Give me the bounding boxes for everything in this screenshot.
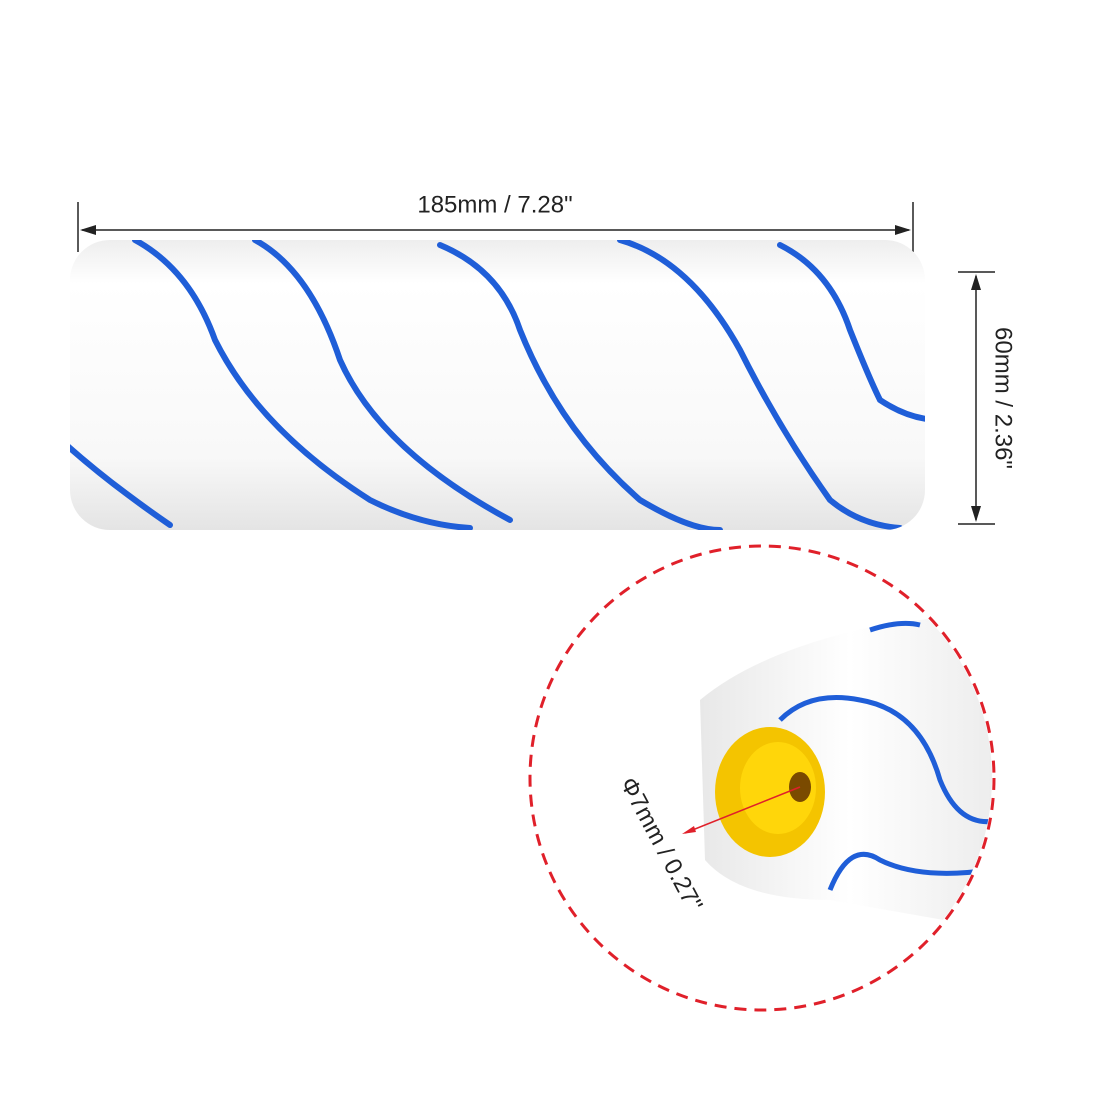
- diameter-label: 60mm / 2.36": [990, 327, 1017, 469]
- zoom-detail: Φ7mm / 0.27": [528, 544, 996, 1012]
- core-diameter-label: Φ7mm / 0.27": [614, 773, 707, 916]
- roller-cover: [70, 240, 925, 530]
- diameter-dimension: 60mm / 2.36": [958, 271, 1017, 525]
- length-label: 185mm / 7.28": [417, 191, 572, 218]
- length-dimension: 185mm / 7.28": [77, 191, 914, 252]
